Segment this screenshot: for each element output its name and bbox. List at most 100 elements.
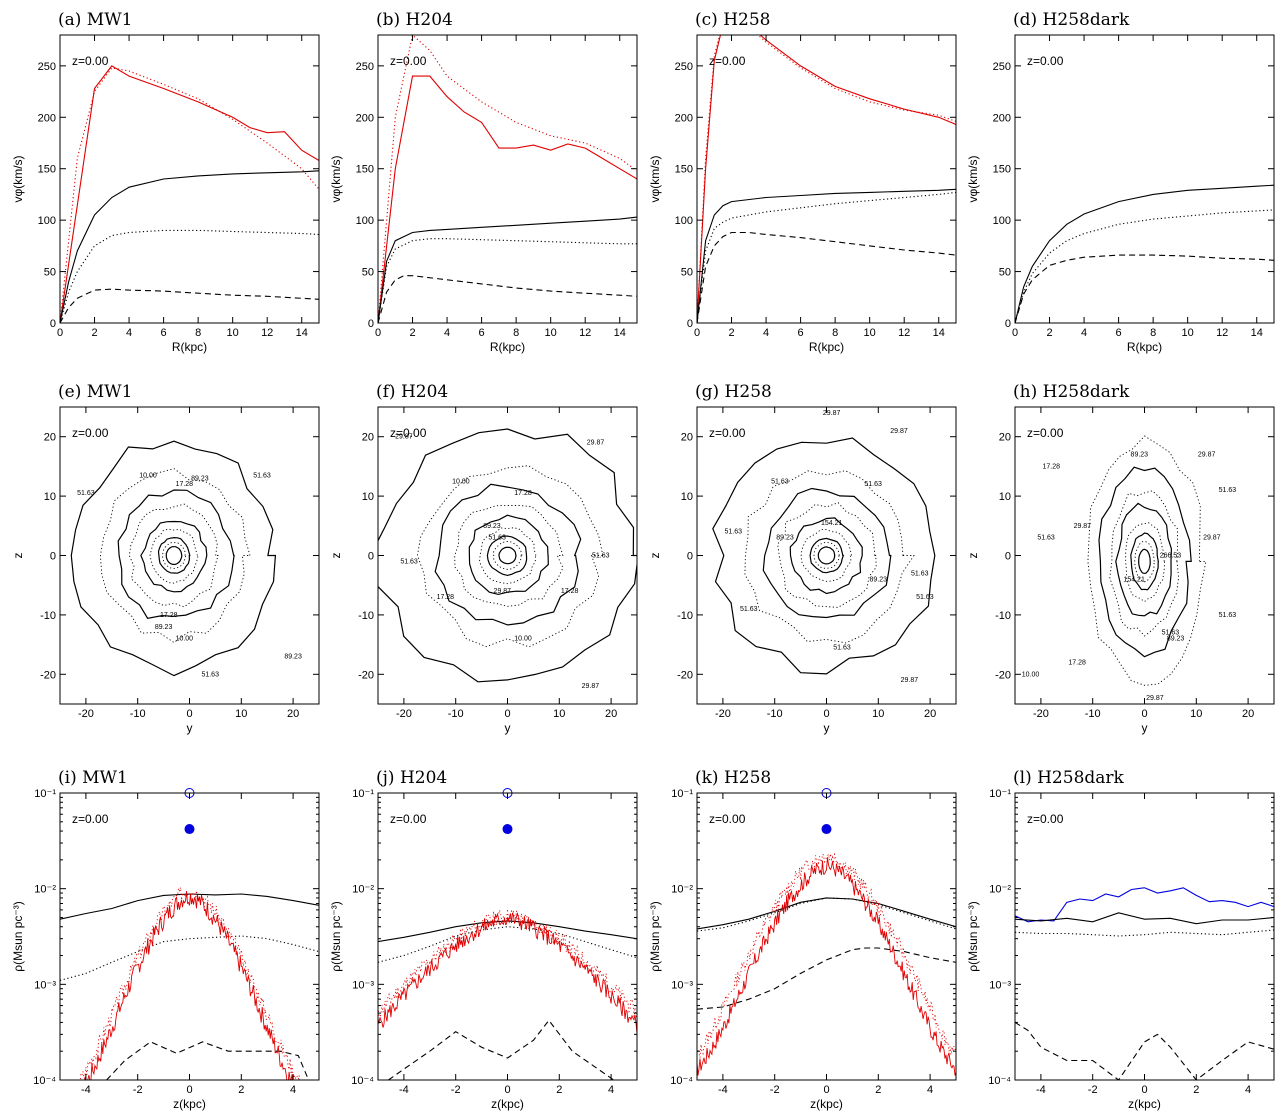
y-tick-label: 10 — [362, 491, 374, 503]
contour-dotted — [99, 468, 251, 644]
redshift-label: z=0.00 — [72, 812, 109, 826]
contour-label: 17.28 — [1068, 659, 1086, 666]
series-line — [378, 275, 637, 323]
x-tick-label: 14 — [933, 327, 945, 339]
contour-label: 17.28 — [561, 588, 579, 595]
contour-label: 10.00 — [139, 472, 157, 479]
noisy-profile — [76, 887, 300, 1080]
y-axis-label: ρ(Msun pc⁻³) — [648, 901, 662, 972]
x-tick-label: 0 — [1012, 327, 1018, 339]
y-tick-label: 10 — [999, 491, 1011, 503]
y-tick-label: 10 — [44, 491, 56, 503]
x-tick-label: -20 — [396, 708, 412, 720]
x-tick-label: 0 — [823, 708, 829, 720]
y-tick-label: -20 — [358, 669, 374, 681]
x-tick-label: 0 — [375, 327, 381, 339]
y-tick-label: 0 — [368, 551, 374, 563]
y-tick-label: 200 — [675, 112, 693, 124]
x-tick-label: 10 — [872, 708, 884, 720]
x-tick-label: 14 — [296, 327, 308, 339]
contour-label: 51.63 — [740, 606, 758, 613]
x-tick-label: 0 — [504, 1084, 510, 1096]
redshift-label: z=0.00 — [390, 426, 427, 440]
x-tick-label: -20 — [1033, 708, 1049, 720]
x-tick-label: 8 — [832, 327, 838, 339]
x-axis-label: y — [505, 721, 511, 735]
contour-label: 51.63 — [1037, 535, 1055, 542]
contour-label: 10.00 — [176, 636, 194, 643]
x-axis-label: z(kpc) — [173, 1097, 206, 1111]
y-axis-label: z — [329, 553, 343, 559]
y-tick-label: 150 — [38, 164, 56, 176]
x-tick-label: -10 — [448, 708, 464, 720]
redshift-label: z=0.00 — [72, 54, 109, 68]
y-tick-label: 0 — [50, 551, 56, 563]
x-tick-label: 12 — [261, 327, 273, 339]
y-tick-label: 10⁻² — [671, 884, 693, 896]
x-tick-label: -4 — [718, 1084, 728, 1096]
series-line — [697, 897, 956, 930]
y-tick-label: 10⁻³ — [352, 979, 374, 991]
contour-solid — [486, 535, 528, 577]
y-tick-label: 150 — [675, 164, 693, 176]
panel-b: (b) H204 0 2 4 6 8 10 12 14 0 50 100 150 200 250 R(kpc)… — [329, 10, 638, 354]
y-tick-label: -20 — [40, 669, 56, 681]
x-axis-label: z(kpc) — [810, 1097, 843, 1111]
y-axis-label: ρ(Msun pc⁻³) — [329, 901, 343, 972]
y-tick-label: 0 — [687, 551, 693, 563]
panel-title: (j) H204 — [376, 768, 447, 788]
panel-k: (k) H258 -4 -2 0 2 4 10⁻⁴ 10⁻³ 10⁻² 10⁻¹ z(kpc) ρ(M… — [648, 768, 957, 1111]
x-tick-label: 4 — [126, 327, 132, 339]
x-tick-label: 2 — [875, 1084, 881, 1096]
x-tick-label: 10 — [235, 708, 247, 720]
series-line — [378, 35, 637, 323]
contour-dotted — [149, 528, 199, 584]
noisy-profile — [697, 852, 956, 1058]
contour-label: 51.63 — [488, 535, 506, 542]
contour-label: 10.00 — [1022, 671, 1040, 678]
redshift-label: z=0.00 — [1027, 54, 1064, 68]
contour-label: 89.23 — [155, 624, 173, 631]
contour-label: 17.28 — [1042, 463, 1060, 470]
x-tick-label: 20 — [1242, 708, 1254, 720]
x-tick-label: 0 — [186, 708, 192, 720]
contour-label: 17.28 — [514, 490, 532, 497]
y-tick-label: 250 — [993, 61, 1011, 73]
x-tick-label: -2 — [770, 1084, 780, 1096]
y-tick-label: 0 — [1005, 318, 1011, 330]
plot-frame — [696, 34, 957, 324]
contour-label: 51.63 — [253, 472, 271, 479]
y-tick-label: 10⁻⁴ — [988, 1075, 1011, 1087]
contour-label: 51.63 — [77, 490, 95, 497]
x-tick-label: 4 — [444, 327, 450, 339]
contour-solid — [378, 428, 637, 683]
panel-d: (d) H258dark 0 2 4 6 8 10 12 14 0 50 100 150 200 250 R(… — [966, 10, 1275, 354]
x-tick-label: 2 — [409, 327, 415, 339]
contour-solid — [817, 546, 836, 565]
contour-label: 29.87 — [395, 434, 413, 441]
x-axis-label: z(kpc) — [491, 1097, 524, 1111]
series-line — [378, 926, 637, 963]
x-axis-label: y — [187, 721, 193, 735]
contour-dotted — [492, 541, 523, 570]
plot-frame — [377, 792, 638, 1081]
series-line — [60, 288, 319, 323]
panel-j: (j) H204 -4 -2 0 2 4 10⁻⁴ 10⁻³ 10⁻² 10⁻¹ z(kpc) ρ(M… — [329, 768, 638, 1111]
contour-label: 154.21 — [821, 520, 843, 527]
series-line — [697, 947, 956, 1010]
series-line — [378, 920, 637, 943]
contour-label: 154.21 — [1123, 576, 1145, 583]
x-tick-label: 2 — [91, 327, 97, 339]
y-tick-label: 200 — [38, 112, 56, 124]
contour-label: 17.28 — [437, 594, 455, 601]
contour-label: 51.63 — [592, 553, 610, 560]
y-tick-label: 10⁻² — [989, 884, 1011, 896]
x-tick-label: 10 — [864, 327, 876, 339]
y-tick-label: 20 — [681, 432, 693, 444]
y-tick-label: 0 — [50, 318, 56, 330]
y-tick-label: 50 — [999, 267, 1011, 279]
y-tick-label: 10⁻¹ — [34, 788, 56, 800]
contour-dotted — [1109, 490, 1180, 637]
contour-label: 29.87 — [1146, 695, 1164, 702]
panel-i: (i) MW1 -4 -2 0 2 4 10⁻⁴ 10⁻³ 10⁻² 10⁻¹ z(kpc) ρ(Ms… — [11, 768, 320, 1111]
